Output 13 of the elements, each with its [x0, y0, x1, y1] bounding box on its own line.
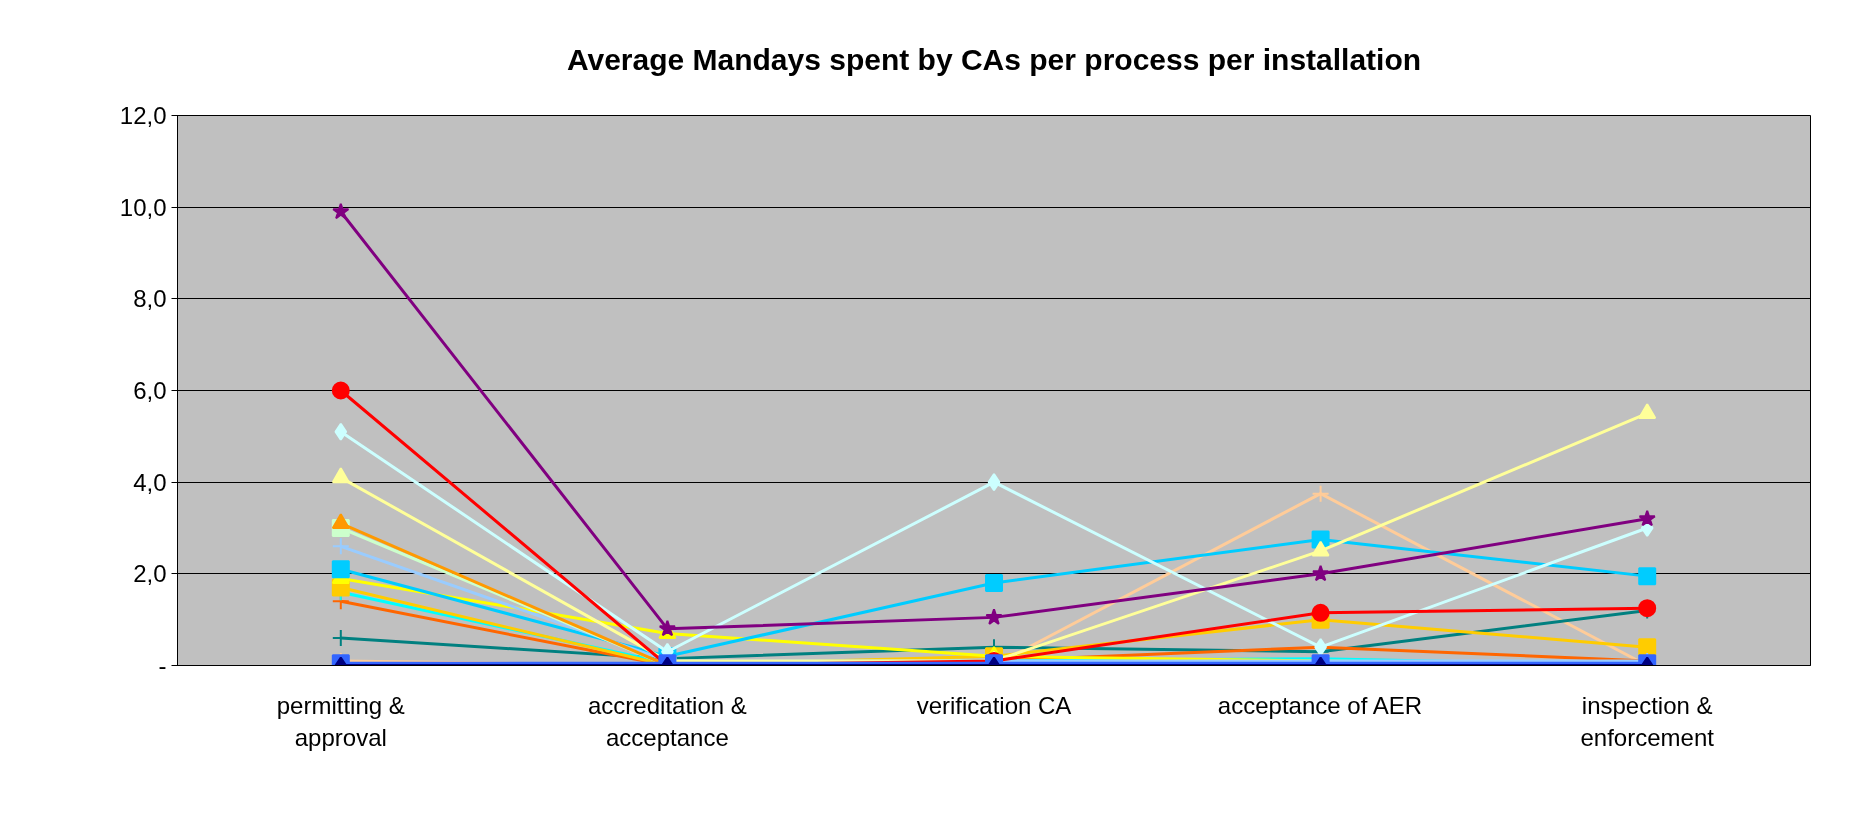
y-tick-label: 12,0 [119, 102, 167, 129]
chart-title: Average Mandays spent by CAs per process per installation [566, 42, 1422, 76]
x-tick-label: verification CA [916, 691, 1072, 719]
y-tick-label: 6,0 [133, 377, 167, 404]
y-tick-label: 2,0 [133, 560, 167, 588]
y-tick-label: 8,0 [133, 285, 167, 313]
y-tick-label: - [158, 652, 167, 679]
x-tick-label: inspection & enforcement [1580, 691, 1715, 751]
x-tick-label: permitting & approval [276, 691, 405, 751]
x-tick-label: accreditation & acceptance [588, 691, 747, 751]
y-tick-label: 10,0 [119, 193, 167, 221]
y-tick-label: 4,0 [133, 468, 167, 496]
x-tick-label: acceptance of AER [1217, 691, 1423, 719]
